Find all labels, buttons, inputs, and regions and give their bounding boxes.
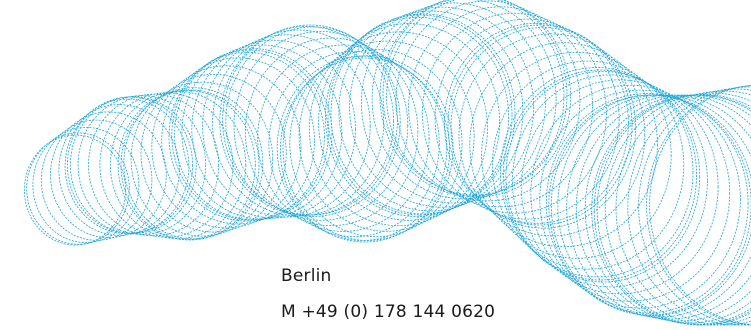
wave-ring — [298, 40, 475, 232]
wave-ring — [557, 94, 751, 318]
wave-ring — [168, 51, 325, 222]
wave-ring — [330, 13, 516, 215]
wave-ring — [545, 93, 749, 314]
wave-ring — [434, 18, 620, 220]
wave-ring — [58, 104, 180, 236]
wave-ring — [500, 67, 694, 278]
wave-ring — [225, 26, 401, 217]
wave-ring — [24, 134, 126, 246]
wave-ring — [191, 39, 356, 219]
wave-ring — [584, 94, 751, 324]
wave-ring — [338, 10, 524, 212]
wave-ring — [233, 31, 409, 221]
wave-ring — [88, 93, 220, 237]
wave-ring — [450, 27, 637, 229]
wave-ring — [604, 92, 751, 326]
contact-block: Berlin M +49 (0) 178 144 0620 — [281, 258, 495, 330]
wave-ring — [120, 89, 260, 241]
wave-ring — [505, 70, 701, 283]
wave-ring — [481, 51, 672, 259]
wave-ring — [360, 2, 546, 204]
wave-ring — [575, 94, 751, 322]
contact-phone: M +49 (0) 178 144 0620 — [281, 302, 496, 322]
wave-ring — [408, 6, 594, 208]
wave-ring — [140, 73, 287, 233]
wave-ring — [371, 0, 557, 200]
wave-ring — [458, 33, 646, 237]
wave-ring — [282, 55, 454, 241]
wave-ring — [548, 94, 751, 316]
wave-ring — [50, 111, 167, 239]
wave-ring — [268, 51, 440, 238]
wave-ring — [530, 84, 731, 302]
wave-ring — [550, 94, 751, 316]
wave-ring — [596, 94, 751, 326]
wave-ring — [386, 0, 571, 198]
wave-ring — [422, 12, 607, 214]
wave-rings — [24, 0, 751, 326]
wave-ring — [219, 26, 395, 216]
wave-ring — [327, 14, 513, 216]
wave-ring — [502, 69, 697, 281]
wave-ring — [110, 91, 247, 239]
wave-ring — [444, 22, 629, 224]
wave-ring — [70, 96, 197, 234]
wave-ring — [395, 0, 581, 202]
wave-ring — [99, 92, 234, 238]
wave-ring — [181, 44, 343, 220]
wave-ring — [593, 94, 751, 326]
wave-ring — [276, 55, 448, 241]
wave-ring — [174, 48, 333, 221]
wave-ring — [318, 23, 501, 221]
wave-ring — [382, 0, 568, 196]
wave-ring — [646, 85, 751, 326]
wave-ring — [40, 119, 153, 241]
wave-ring — [324, 16, 509, 217]
wave-ring — [77, 95, 207, 235]
contact-city: Berlin — [281, 266, 332, 286]
wave-ring — [520, 79, 719, 295]
wave-ring — [308, 31, 488, 227]
wave-ring — [512, 74, 708, 288]
wave-ring — [151, 65, 302, 229]
wave-ring — [202, 34, 371, 218]
wave-ring — [171, 49, 329, 221]
wave-ring — [469, 42, 658, 248]
wave-ring — [491, 60, 685, 270]
wave-ring — [130, 81, 274, 237]
wave-ring — [161, 57, 315, 225]
wave-ring — [244, 37, 419, 227]
wave-ring — [379, 0, 565, 197]
wave-ring — [64, 98, 190, 235]
wave-ring — [32, 127, 140, 243]
wave-ring — [447, 24, 633, 226]
wave-ring — [289, 49, 463, 238]
wave-ring — [591, 94, 751, 325]
wave-ring — [627, 88, 751, 326]
wave-ring — [349, 6, 535, 208]
wave-ring — [279, 57, 450, 243]
wave-ring — [615, 90, 751, 326]
wave-ring — [539, 89, 741, 309]
wave-ring — [257, 44, 430, 232]
wave-ring — [212, 29, 385, 217]
